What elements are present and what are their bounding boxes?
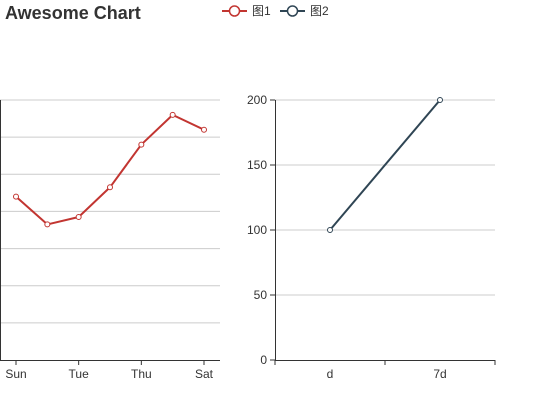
chart2-point-7d[interactable] <box>437 97 443 103</box>
legend-marker-1 <box>228 5 241 17</box>
chart1-x-ticks: Sun Tue Thu Sat <box>5 360 214 381</box>
legend-item-2[interactable]: 图2 <box>280 4 329 18</box>
chart1-x-tick-label: Tue <box>69 367 90 381</box>
chart2-x-tick-label: d <box>327 367 334 381</box>
legend-marker-2 <box>286 5 299 17</box>
chart2-x-ticks: d 7d <box>274 360 496 381</box>
chart1-point-mon[interactable] <box>44 221 51 228</box>
chart1-x-tick-label: Sat <box>195 367 214 381</box>
chart2-series-line <box>329 99 441 231</box>
chart1-point-sat[interactable] <box>201 126 207 133</box>
chart2-y-tick-label: 0 <box>260 353 267 367</box>
chart1-point-wed[interactable] <box>107 184 113 191</box>
chart2-y-tick-label: 150 <box>247 158 267 172</box>
chart2-x-tick-label: 7d <box>433 367 446 381</box>
chart1-series-line <box>15 113 205 226</box>
chart2-y-tick-label: 50 <box>254 288 268 302</box>
chart1-point-tue[interactable] <box>75 214 82 220</box>
chart1-gridlines <box>0 99 220 324</box>
legend-label-1: 图1 <box>252 4 271 18</box>
chart1-point-fri[interactable] <box>169 111 176 118</box>
chart-1: Sun Tue Thu Sat <box>0 99 220 381</box>
chart1-x-tick-label: Thu <box>131 367 152 381</box>
chart1-x-tick-label: Sun <box>5 367 26 381</box>
chart-2: 0 50 100 150 200 d 7d <box>247 93 496 381</box>
legend[interactable]: 图1 图2 <box>222 4 329 18</box>
chart2-y-tick-label: 100 <box>247 223 267 237</box>
chart2-gridlines: 0 50 100 150 200 <box>247 93 495 367</box>
chart2-y-tick-label: 200 <box>247 93 267 107</box>
chart-title: Awesome Chart <box>5 3 141 23</box>
chart1-point-thu[interactable] <box>138 141 145 148</box>
legend-item-1[interactable]: 图1 <box>222 4 271 18</box>
chart2-point-d[interactable] <box>327 227 333 233</box>
legend-label-2: 图2 <box>310 4 329 18</box>
chart1-point-sun[interactable] <box>13 193 19 200</box>
